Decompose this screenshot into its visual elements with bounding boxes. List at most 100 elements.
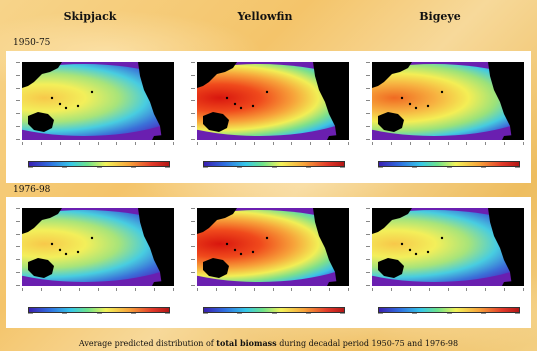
latitude-ticks [16, 208, 21, 286]
island [64, 252, 68, 256]
island [414, 106, 418, 110]
color-scale-ticks [203, 167, 345, 171]
figure-caption: Average predicted distribution of total … [78, 338, 459, 348]
island [64, 106, 68, 110]
land-mass [152, 134, 174, 140]
map-panel-skipjack-1976-98 [16, 204, 176, 322]
land-mass [372, 62, 412, 88]
island [58, 102, 62, 106]
biomass-gradient [372, 64, 524, 136]
land-mass [378, 112, 404, 132]
island [400, 242, 404, 246]
biomass-map [372, 208, 524, 286]
period-label-1950-75: 1950-75 [13, 38, 51, 48]
longitude-ticks [372, 288, 524, 291]
island [251, 104, 255, 108]
island [414, 252, 418, 256]
longitude-ticks [22, 142, 174, 145]
biomass-map [197, 62, 349, 140]
island [90, 90, 94, 94]
island [265, 90, 269, 94]
color-scale-ticks [378, 167, 520, 171]
land-mass [372, 208, 412, 234]
land-mass [502, 134, 524, 140]
land-mass [28, 112, 54, 132]
column-header-yellowfin: Yellowfin [237, 10, 293, 23]
color-scale-ticks [28, 167, 170, 171]
land-mass [488, 208, 524, 286]
period-label-1976-98: 1976-98 [13, 185, 51, 195]
color-scale-bar [28, 161, 170, 167]
island [239, 106, 243, 110]
island [426, 250, 430, 254]
color-scale-ticks [203, 313, 345, 317]
color-scale-bar [378, 161, 520, 167]
biomass-gradient [197, 64, 349, 136]
land-mass [197, 208, 237, 234]
island [440, 236, 444, 240]
island [426, 104, 430, 108]
island [90, 236, 94, 240]
color-scale-ticks [378, 313, 520, 317]
column-header-skipjack: Skipjack [63, 10, 117, 23]
land-mass [203, 112, 229, 132]
map-panel-skipjack-1950-75 [16, 58, 176, 176]
land-mass [313, 208, 349, 286]
longitude-ticks [372, 142, 524, 145]
map-panel-yellowfin-1976-98 [191, 204, 351, 322]
island [251, 250, 255, 254]
biomass-gradient [372, 210, 524, 282]
island [265, 236, 269, 240]
map-panel-bigeye-1950-75 [366, 58, 526, 176]
land-mass [378, 258, 404, 278]
biomass-map [372, 62, 524, 140]
land-mass [197, 62, 237, 88]
island [408, 102, 412, 106]
land-mass [138, 208, 174, 286]
color-scale-bar [203, 307, 345, 313]
latitude-ticks [191, 62, 196, 140]
map-panel-yellowfin-1950-75 [191, 58, 351, 176]
land-mass [28, 258, 54, 278]
biomass-gradient [22, 210, 174, 282]
biomass-map [22, 208, 174, 286]
land-mass [22, 208, 62, 234]
island [76, 104, 80, 108]
island [225, 96, 229, 100]
land-mass [203, 258, 229, 278]
land-mass [22, 62, 62, 88]
island [440, 90, 444, 94]
biomass-map [197, 208, 349, 286]
longitude-ticks [197, 288, 349, 291]
island [400, 96, 404, 100]
land-mass [152, 280, 174, 286]
land-mass [327, 134, 349, 140]
color-scale-bar [203, 161, 345, 167]
biomass-map [22, 62, 174, 140]
island [233, 102, 237, 106]
map-panel-bigeye-1976-98 [366, 204, 526, 322]
land-mass [313, 62, 349, 140]
latitude-ticks [366, 62, 371, 140]
biomass-gradient [197, 210, 349, 282]
latitude-ticks [191, 208, 196, 286]
island [233, 248, 237, 252]
land-mass [327, 280, 349, 286]
land-mass [488, 62, 524, 140]
latitude-ticks [366, 208, 371, 286]
biomass-gradient [22, 64, 174, 136]
color-scale-bar [378, 307, 520, 313]
island [408, 248, 412, 252]
island [58, 248, 62, 252]
land-mass [138, 62, 174, 140]
column-header-bigeye: Bigeye [419, 10, 461, 23]
color-scale-ticks [28, 313, 170, 317]
island [50, 242, 54, 246]
island [239, 252, 243, 256]
island [50, 96, 54, 100]
latitude-ticks [16, 62, 21, 140]
longitude-ticks [22, 288, 174, 291]
color-scale-bar [28, 307, 170, 313]
island [225, 242, 229, 246]
longitude-ticks [197, 142, 349, 145]
